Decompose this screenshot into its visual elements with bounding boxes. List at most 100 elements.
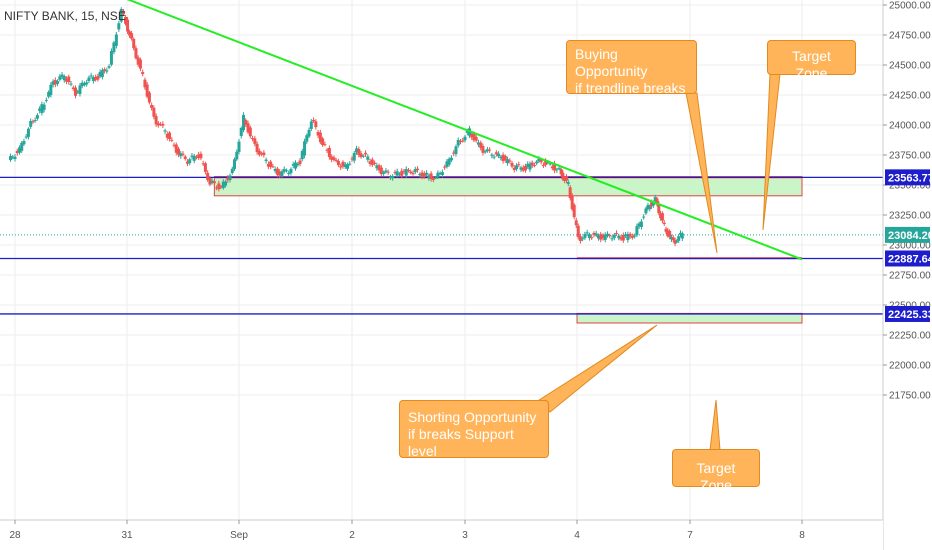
candle-body [639, 221, 643, 228]
candle [617, 233, 621, 241]
callout-shorting-opportunity[interactable]: Shorting Opportunity if breaks Support l… [399, 400, 549, 459]
candle [147, 90, 151, 105]
candle [177, 146, 181, 158]
candle [87, 75, 91, 84]
candle [203, 161, 207, 175]
candle [515, 163, 519, 172]
candle-body [557, 167, 561, 169]
candle-body [416, 168, 420, 171]
callout-target-zone-upper[interactable]: Target Zone [767, 40, 856, 81]
candle-body [535, 161, 539, 164]
candle-body [568, 187, 572, 199]
candle [416, 166, 420, 173]
time-axis-label-5: 4 [574, 530, 580, 541]
candle-body [67, 76, 71, 83]
candle-body [646, 205, 650, 209]
candle-body [226, 177, 230, 181]
candle [197, 151, 201, 161]
candle [51, 79, 55, 88]
candle-body [177, 148, 181, 155]
candle-body [669, 236, 673, 240]
candle [673, 237, 677, 247]
candle-body [503, 155, 507, 161]
price-axis-label-12: 22000.00 [889, 361, 931, 372]
candle-body [653, 197, 657, 202]
candle [664, 226, 668, 234]
candle-body [361, 155, 365, 157]
candle-body [246, 123, 250, 133]
candle [316, 129, 320, 139]
candle [481, 143, 485, 156]
candle [78, 83, 82, 97]
candle [506, 156, 510, 166]
candle [132, 37, 136, 51]
candle-body [49, 84, 53, 96]
candle [239, 126, 243, 139]
candle-body [624, 234, 628, 236]
candle [411, 170, 415, 176]
candle [109, 48, 113, 67]
candle [434, 176, 438, 180]
candle-body [386, 171, 390, 173]
candle-body [564, 176, 568, 181]
candle-body [219, 186, 223, 188]
callout-target-zone-lower[interactable]: Target Zone [672, 449, 760, 493]
candle-body [355, 148, 359, 153]
time-axis-background [0, 520, 883, 550]
candle [592, 231, 596, 238]
candle [488, 147, 492, 153]
price-tag-2-bg [885, 305, 930, 322]
candle [568, 184, 572, 201]
candle-body [17, 147, 21, 153]
candle [510, 161, 514, 169]
candle [458, 138, 462, 145]
candle [22, 138, 26, 146]
candle [136, 55, 140, 67]
candle [384, 167, 388, 174]
candle [150, 102, 154, 111]
candle [440, 169, 444, 178]
price-axis-label-9: 22750.00 [889, 271, 931, 282]
candle [237, 139, 241, 155]
candle [208, 175, 212, 187]
candle [156, 121, 160, 128]
candle [503, 154, 507, 163]
candle-body [617, 235, 621, 239]
price-axis-background [883, 0, 932, 550]
candle-body [677, 236, 681, 241]
callout-buying-opportunity[interactable]: Buying Opportunity if trendline breaks [566, 40, 697, 96]
candle [382, 170, 386, 177]
candle-body [483, 151, 487, 153]
candle-body [334, 160, 338, 162]
candle-body [447, 158, 451, 165]
callout-pointer-target-lower [709, 399, 721, 451]
candle [633, 233, 637, 239]
candle-body [260, 153, 264, 155]
candle-body [22, 141, 26, 145]
candle [599, 231, 603, 243]
price-axis-label-13: 21750.00 [889, 391, 931, 402]
candle [122, 8, 126, 17]
candle [553, 160, 557, 174]
candle [492, 154, 496, 160]
candle [145, 81, 149, 99]
candle-body [612, 234, 616, 238]
candle-body [143, 79, 147, 88]
candle-body [278, 171, 282, 176]
candle-body [314, 121, 318, 128]
candle-body [203, 163, 207, 172]
candle [100, 67, 104, 80]
candle-body [201, 163, 205, 165]
candle [217, 180, 221, 192]
candle [559, 167, 563, 177]
candle [44, 97, 48, 103]
candle-body [284, 170, 288, 172]
candle-body [89, 75, 93, 77]
candle [653, 194, 657, 203]
candle [660, 211, 664, 224]
trendline [126, 0, 803, 261]
candle-body [197, 154, 201, 158]
candle [309, 119, 313, 132]
candle-body [215, 187, 219, 189]
